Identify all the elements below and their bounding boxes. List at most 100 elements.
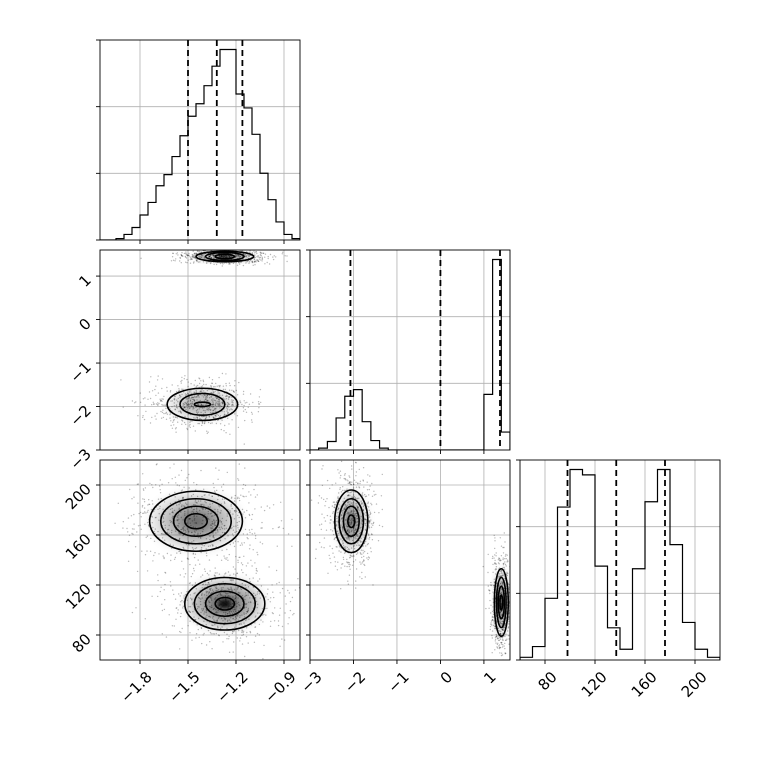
contour-line	[204, 251, 245, 262]
sample-point	[181, 489, 183, 491]
sample-point	[160, 417, 163, 419]
sample-point	[232, 630, 234, 633]
sample-point	[140, 516, 142, 518]
sample-point	[145, 536, 147, 539]
sample-point	[178, 485, 180, 487]
sample-point	[366, 489, 369, 491]
sample-point	[493, 620, 495, 622]
sample-point	[211, 382, 213, 385]
sample-point	[248, 491, 250, 493]
sample-point	[370, 512, 372, 515]
sample-point	[234, 540, 237, 542]
sample-point	[241, 634, 243, 637]
sample-point	[175, 618, 177, 620]
sample-point	[154, 415, 156, 417]
sample-point	[258, 403, 260, 405]
sample-point	[364, 494, 366, 496]
sample-point	[160, 399, 162, 401]
histogram-frame	[99, 39, 301, 241]
sample-point	[482, 565, 484, 568]
sample-point	[349, 564, 351, 566]
sample-point	[347, 561, 350, 564]
sample-point	[333, 538, 335, 541]
sample-point	[169, 391, 172, 393]
sample-point	[261, 260, 263, 262]
sample-point	[259, 541, 261, 543]
sample-point	[180, 382, 182, 384]
sample-point	[214, 490, 216, 492]
sample-point	[151, 500, 153, 502]
sample-point	[155, 403, 158, 405]
sample-point	[186, 591, 188, 593]
sample-point	[134, 402, 136, 404]
sample-point	[155, 418, 157, 420]
sample-point	[254, 484, 257, 486]
sample-point	[271, 584, 273, 586]
sample-point	[511, 574, 512, 575]
sample-point	[233, 500, 236, 502]
sample-point	[511, 598, 512, 599]
sample-point	[333, 506, 336, 509]
sample-point	[203, 383, 205, 386]
sample-point	[368, 506, 370, 508]
y-tick-label: −1	[66, 358, 94, 386]
sample-point	[156, 379, 159, 381]
sample-point	[256, 259, 258, 261]
sample-point	[171, 256, 174, 258]
sample-point	[351, 564, 354, 566]
sample-point	[127, 517, 130, 519]
sample-point	[371, 482, 373, 485]
contour-line	[338, 497, 365, 545]
sample-point	[498, 644, 501, 646]
sample-point	[172, 259, 175, 261]
sample-point	[346, 488, 348, 490]
sample-point	[241, 643, 244, 645]
sample-point	[492, 598, 494, 600]
sample-point	[251, 513, 254, 516]
sample-point	[128, 534, 131, 536]
sample-point	[165, 636, 168, 638]
sample-point	[133, 513, 135, 516]
sample-point	[318, 495, 321, 497]
sample-point	[510, 620, 511, 621]
sample-point	[364, 564, 366, 567]
sample-point	[153, 403, 155, 405]
sample-point	[147, 521, 149, 524]
sample-point	[494, 562, 496, 564]
sample-point	[252, 549, 254, 551]
sample-point	[180, 631, 182, 634]
sample-point	[213, 574, 216, 576]
sample-point	[347, 583, 350, 585]
x-tick-label: 1	[480, 668, 499, 687]
sample-point	[250, 419, 253, 421]
sample-point	[140, 528, 142, 530]
sample-point	[494, 569, 496, 571]
sample-point	[232, 542, 235, 544]
sample-point	[201, 420, 204, 423]
sample-point	[155, 385, 157, 387]
sample-point	[95, 515, 96, 516]
sample-point	[217, 478, 219, 480]
sample-point	[207, 431, 209, 433]
sample-point	[372, 524, 374, 526]
sample-point	[336, 501, 338, 503]
sample-point	[198, 458, 199, 459]
sample-point	[161, 378, 164, 380]
sample-point	[360, 458, 361, 459]
sample-point	[227, 571, 230, 573]
sample-point	[152, 560, 154, 562]
sample-point	[236, 264, 239, 266]
sample-point	[235, 574, 237, 576]
sample-point	[279, 645, 281, 647]
sample-point	[251, 533, 253, 535]
sample-point	[193, 256, 195, 259]
sample-point	[292, 614, 294, 616]
sample-point	[148, 391, 151, 393]
sample-point	[189, 421, 191, 424]
sample-point	[229, 263, 231, 265]
panel-2-1	[310, 458, 512, 660]
sample-point	[206, 555, 208, 557]
sample-point	[254, 496, 257, 498]
sample-point	[209, 631, 212, 634]
